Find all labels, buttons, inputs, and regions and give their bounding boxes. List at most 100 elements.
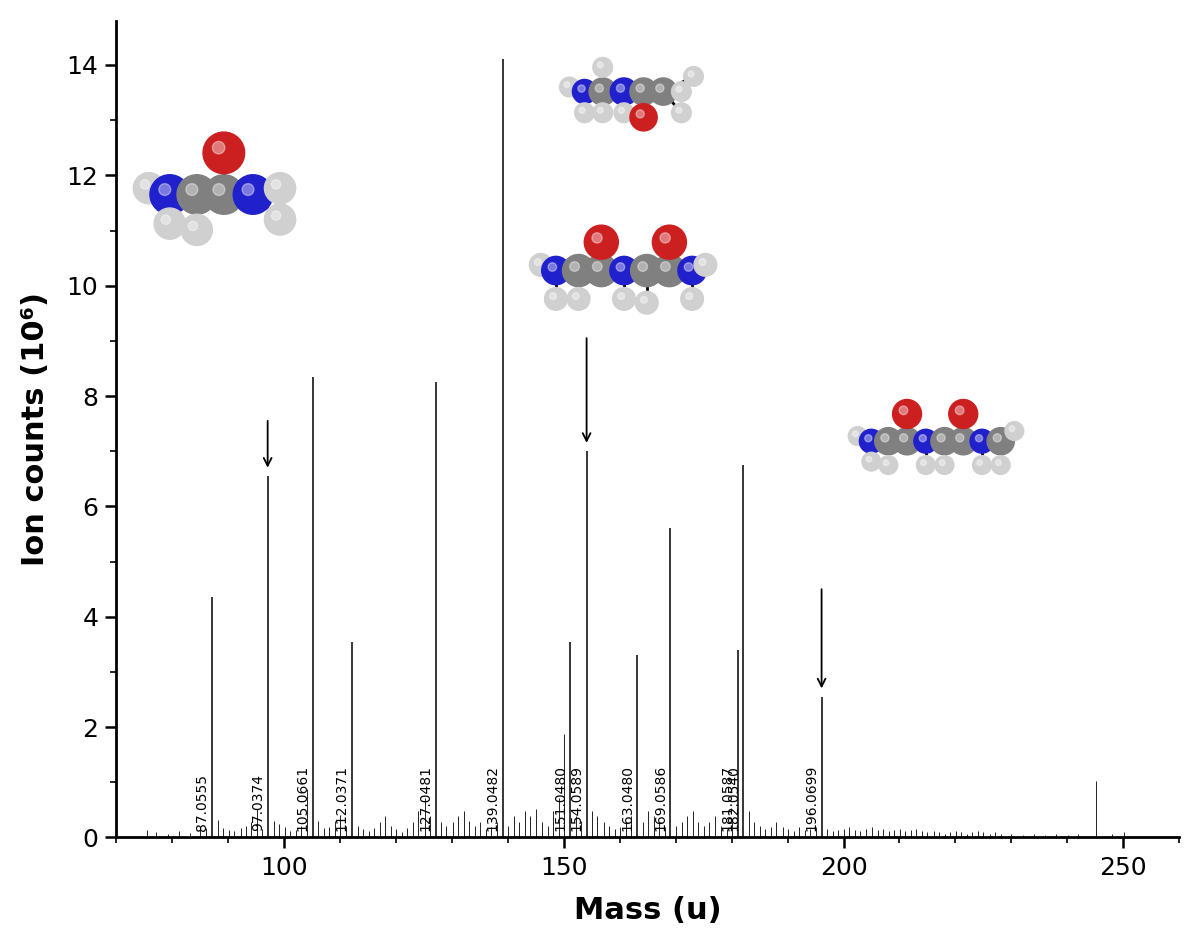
- Circle shape: [686, 292, 692, 300]
- Circle shape: [203, 132, 245, 174]
- Circle shape: [955, 433, 964, 442]
- Circle shape: [580, 107, 586, 114]
- Circle shape: [593, 262, 602, 272]
- Circle shape: [881, 433, 889, 442]
- Text: 87.0555: 87.0555: [196, 774, 209, 831]
- Text: 169.0586: 169.0586: [654, 764, 667, 831]
- Circle shape: [678, 256, 707, 285]
- Y-axis label: Ion counts (10⁶): Ion counts (10⁶): [20, 292, 50, 566]
- Circle shape: [955, 406, 964, 414]
- Circle shape: [931, 428, 958, 455]
- Circle shape: [636, 110, 644, 118]
- Circle shape: [914, 429, 937, 453]
- Text: 151.0480: 151.0480: [553, 764, 566, 831]
- Circle shape: [242, 184, 254, 196]
- Circle shape: [212, 184, 224, 196]
- Circle shape: [883, 460, 889, 465]
- Circle shape: [994, 433, 1001, 442]
- Circle shape: [570, 262, 580, 272]
- Text: 105.0661: 105.0661: [295, 764, 310, 831]
- Circle shape: [649, 78, 677, 105]
- Text: 196.0699: 196.0699: [805, 764, 818, 831]
- Circle shape: [618, 107, 624, 114]
- Text: 181.0587: 181.0587: [721, 764, 734, 831]
- Circle shape: [529, 254, 552, 276]
- Circle shape: [680, 288, 703, 310]
- Circle shape: [676, 86, 682, 92]
- Circle shape: [976, 434, 983, 442]
- Circle shape: [178, 175, 216, 215]
- Circle shape: [1009, 426, 1015, 431]
- Circle shape: [563, 254, 595, 287]
- Circle shape: [598, 107, 604, 114]
- Circle shape: [641, 296, 647, 304]
- Circle shape: [271, 211, 281, 220]
- Circle shape: [949, 428, 977, 455]
- X-axis label: Mass (u): Mass (u): [574, 896, 721, 925]
- Circle shape: [545, 288, 568, 310]
- Circle shape: [700, 258, 706, 266]
- Circle shape: [862, 452, 881, 471]
- Circle shape: [133, 172, 164, 204]
- Circle shape: [660, 262, 671, 272]
- Text: 112.0371: 112.0371: [335, 764, 349, 831]
- Circle shape: [592, 233, 602, 243]
- Circle shape: [186, 184, 198, 196]
- Circle shape: [610, 256, 638, 285]
- Circle shape: [638, 262, 648, 272]
- Circle shape: [676, 107, 682, 114]
- Circle shape: [878, 456, 898, 475]
- Circle shape: [899, 406, 907, 414]
- Circle shape: [660, 233, 671, 243]
- Circle shape: [684, 263, 692, 272]
- Circle shape: [140, 180, 150, 189]
- Circle shape: [848, 427, 868, 446]
- Circle shape: [271, 180, 281, 189]
- Circle shape: [684, 66, 703, 86]
- Circle shape: [617, 84, 624, 93]
- Text: 154.0589: 154.0589: [570, 764, 584, 831]
- Circle shape: [212, 142, 224, 154]
- Text: 97.0374: 97.0374: [251, 774, 265, 831]
- Circle shape: [572, 292, 580, 300]
- Text: 182.0540: 182.0540: [726, 765, 740, 831]
- Circle shape: [630, 78, 658, 105]
- Circle shape: [595, 84, 604, 93]
- Circle shape: [937, 433, 946, 442]
- Circle shape: [572, 79, 596, 104]
- Circle shape: [534, 258, 541, 266]
- Circle shape: [613, 288, 635, 310]
- Circle shape: [593, 103, 612, 123]
- Circle shape: [977, 460, 983, 465]
- Circle shape: [616, 263, 625, 272]
- Circle shape: [614, 103, 634, 123]
- Circle shape: [672, 103, 691, 123]
- Circle shape: [161, 215, 170, 224]
- Circle shape: [559, 78, 580, 96]
- Circle shape: [264, 203, 295, 236]
- Circle shape: [688, 71, 694, 77]
- Circle shape: [991, 456, 1010, 475]
- Circle shape: [1004, 422, 1024, 441]
- Circle shape: [920, 460, 926, 465]
- Circle shape: [598, 61, 604, 68]
- Circle shape: [618, 292, 624, 300]
- Circle shape: [204, 175, 244, 215]
- Circle shape: [586, 254, 617, 287]
- Circle shape: [970, 429, 994, 453]
- Circle shape: [917, 456, 935, 475]
- Circle shape: [893, 399, 922, 429]
- Circle shape: [636, 84, 644, 93]
- Circle shape: [859, 429, 883, 453]
- Circle shape: [875, 428, 902, 455]
- Circle shape: [154, 208, 185, 239]
- Circle shape: [996, 460, 1001, 465]
- Circle shape: [988, 428, 1014, 455]
- Text: 163.0480: 163.0480: [620, 764, 634, 831]
- Circle shape: [653, 225, 686, 259]
- Circle shape: [593, 58, 612, 78]
- Circle shape: [919, 434, 926, 442]
- Circle shape: [900, 433, 907, 442]
- Circle shape: [866, 457, 871, 462]
- Circle shape: [564, 81, 570, 88]
